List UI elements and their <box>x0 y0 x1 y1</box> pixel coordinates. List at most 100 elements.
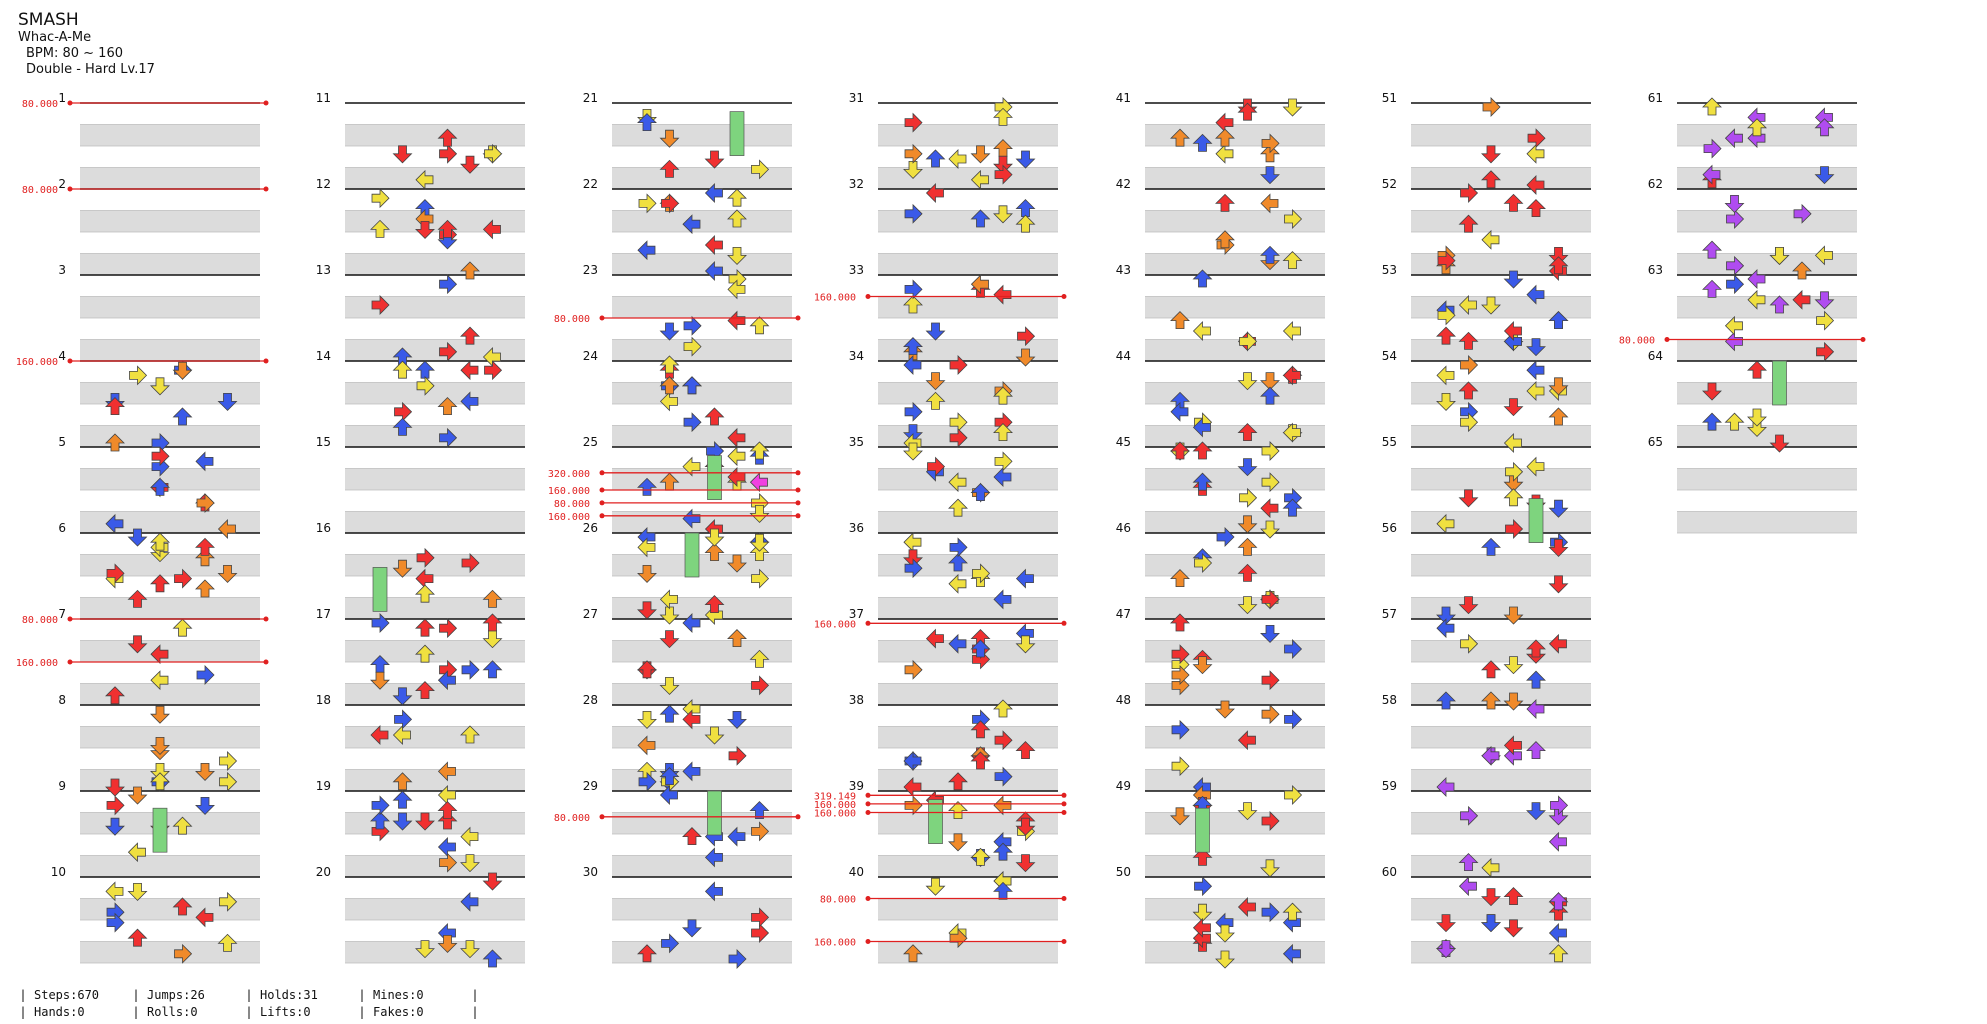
step-arrow <box>1237 802 1258 821</box>
beat-band <box>878 468 1058 490</box>
measure-59: 59 <box>1382 779 1591 878</box>
step-arrow <box>416 375 435 396</box>
step-arrow <box>704 543 725 561</box>
step-arrow <box>727 826 746 847</box>
bpm-label: 80.000 <box>22 615 58 626</box>
measure-34: 34 <box>849 349 1058 448</box>
beat-band <box>80 941 260 963</box>
bpm-label: 80.000 <box>22 185 58 196</box>
beat-band <box>1145 124 1325 146</box>
step-arrow <box>1171 665 1190 685</box>
step-arrow <box>637 601 657 620</box>
measure-46: 46 <box>1116 521 1325 620</box>
step-arrow <box>1436 940 1456 959</box>
step-arrow <box>659 322 680 341</box>
step-arrow <box>993 881 1013 900</box>
step-arrow <box>1793 203 1812 224</box>
step-arrow <box>1526 639 1546 658</box>
hold-body <box>1195 807 1210 853</box>
beat-band <box>1145 210 1325 232</box>
step-arrow <box>460 155 480 174</box>
step-arrow <box>482 613 503 632</box>
beat-band <box>1145 640 1325 662</box>
step-arrow <box>1503 193 1524 212</box>
step-arrow <box>704 407 725 426</box>
step-arrow <box>749 533 770 552</box>
step-arrow <box>127 842 146 863</box>
beat-band <box>1411 425 1591 447</box>
step-arrow <box>1170 441 1190 460</box>
bpm-change: 320.000 <box>548 469 801 480</box>
beat-band <box>1677 468 1857 490</box>
measure-number: 39 <box>849 779 864 793</box>
step-arrow <box>195 537 215 556</box>
bpm-change: 160.000 <box>814 809 1067 820</box>
beat-band <box>80 683 260 705</box>
step-arrow <box>437 397 458 416</box>
step-arrow <box>1702 382 1722 401</box>
step-arrow <box>105 433 125 452</box>
measure-number: 16 <box>316 521 331 535</box>
step-arrow <box>1192 321 1211 341</box>
step-arrow <box>392 360 413 379</box>
beat-band <box>1677 511 1857 533</box>
step-arrow <box>903 295 923 314</box>
measure-36: 36 <box>849 521 1058 620</box>
step-arrow <box>970 639 991 658</box>
step-arrow <box>659 159 680 178</box>
step-arrow <box>1282 902 1303 921</box>
step-arrow <box>727 711 747 729</box>
measure-number: 53 <box>1382 263 1397 277</box>
step-arrow <box>1436 777 1455 797</box>
beat-band <box>345 855 525 877</box>
step-arrow <box>127 635 148 654</box>
step-arrow <box>1548 923 1567 943</box>
step-arrow <box>638 193 657 214</box>
step-arrow <box>1015 214 1036 233</box>
step-arrow <box>415 584 435 603</box>
step-arrow <box>925 149 946 168</box>
stat-lifts: Lifts:0 <box>260 1004 311 1019</box>
step-arrow <box>1503 270 1524 289</box>
step-arrow <box>704 183 723 203</box>
step-arrow <box>106 563 125 584</box>
step-arrow <box>415 812 435 831</box>
step-arrow <box>1436 513 1455 534</box>
step-arrow <box>1215 950 1235 969</box>
beat-band <box>80 855 260 877</box>
step-arrow <box>904 558 923 579</box>
step-arrow <box>219 771 238 792</box>
measure-number: 58 <box>1382 693 1397 707</box>
step-arrow <box>970 169 989 190</box>
step-arrow <box>482 589 503 608</box>
step-arrow <box>172 407 193 426</box>
step-arrow <box>728 745 747 766</box>
step-arrow <box>460 360 479 381</box>
step-arrow <box>925 372 946 391</box>
step-arrow <box>1436 365 1455 386</box>
measure-number: 5 <box>58 435 66 449</box>
beat-band <box>80 554 260 576</box>
beat-band <box>878 382 1058 404</box>
beat-band <box>1145 339 1325 361</box>
beat-band <box>1145 167 1325 189</box>
step-arrow <box>1458 295 1477 315</box>
beat-band <box>612 769 792 791</box>
beat-band <box>1677 425 1857 447</box>
beat-band <box>80 339 260 361</box>
bpm-change: 160.000 <box>548 486 801 497</box>
step-arrow <box>482 949 503 968</box>
step-arrow <box>1526 360 1545 381</box>
step-arrow <box>659 630 680 649</box>
beat-band <box>878 425 1058 447</box>
step-arrow <box>1548 256 1569 275</box>
step-arrow <box>682 919 702 938</box>
step-arrow <box>1458 214 1479 233</box>
hold-body <box>684 532 700 578</box>
beat-band <box>1411 726 1591 748</box>
step-arrow <box>1526 670 1546 689</box>
step-arrow <box>1481 914 1501 933</box>
step-arrow <box>1237 458 1258 477</box>
measure-39: 39 <box>849 779 1058 878</box>
step-arrow <box>704 847 723 868</box>
